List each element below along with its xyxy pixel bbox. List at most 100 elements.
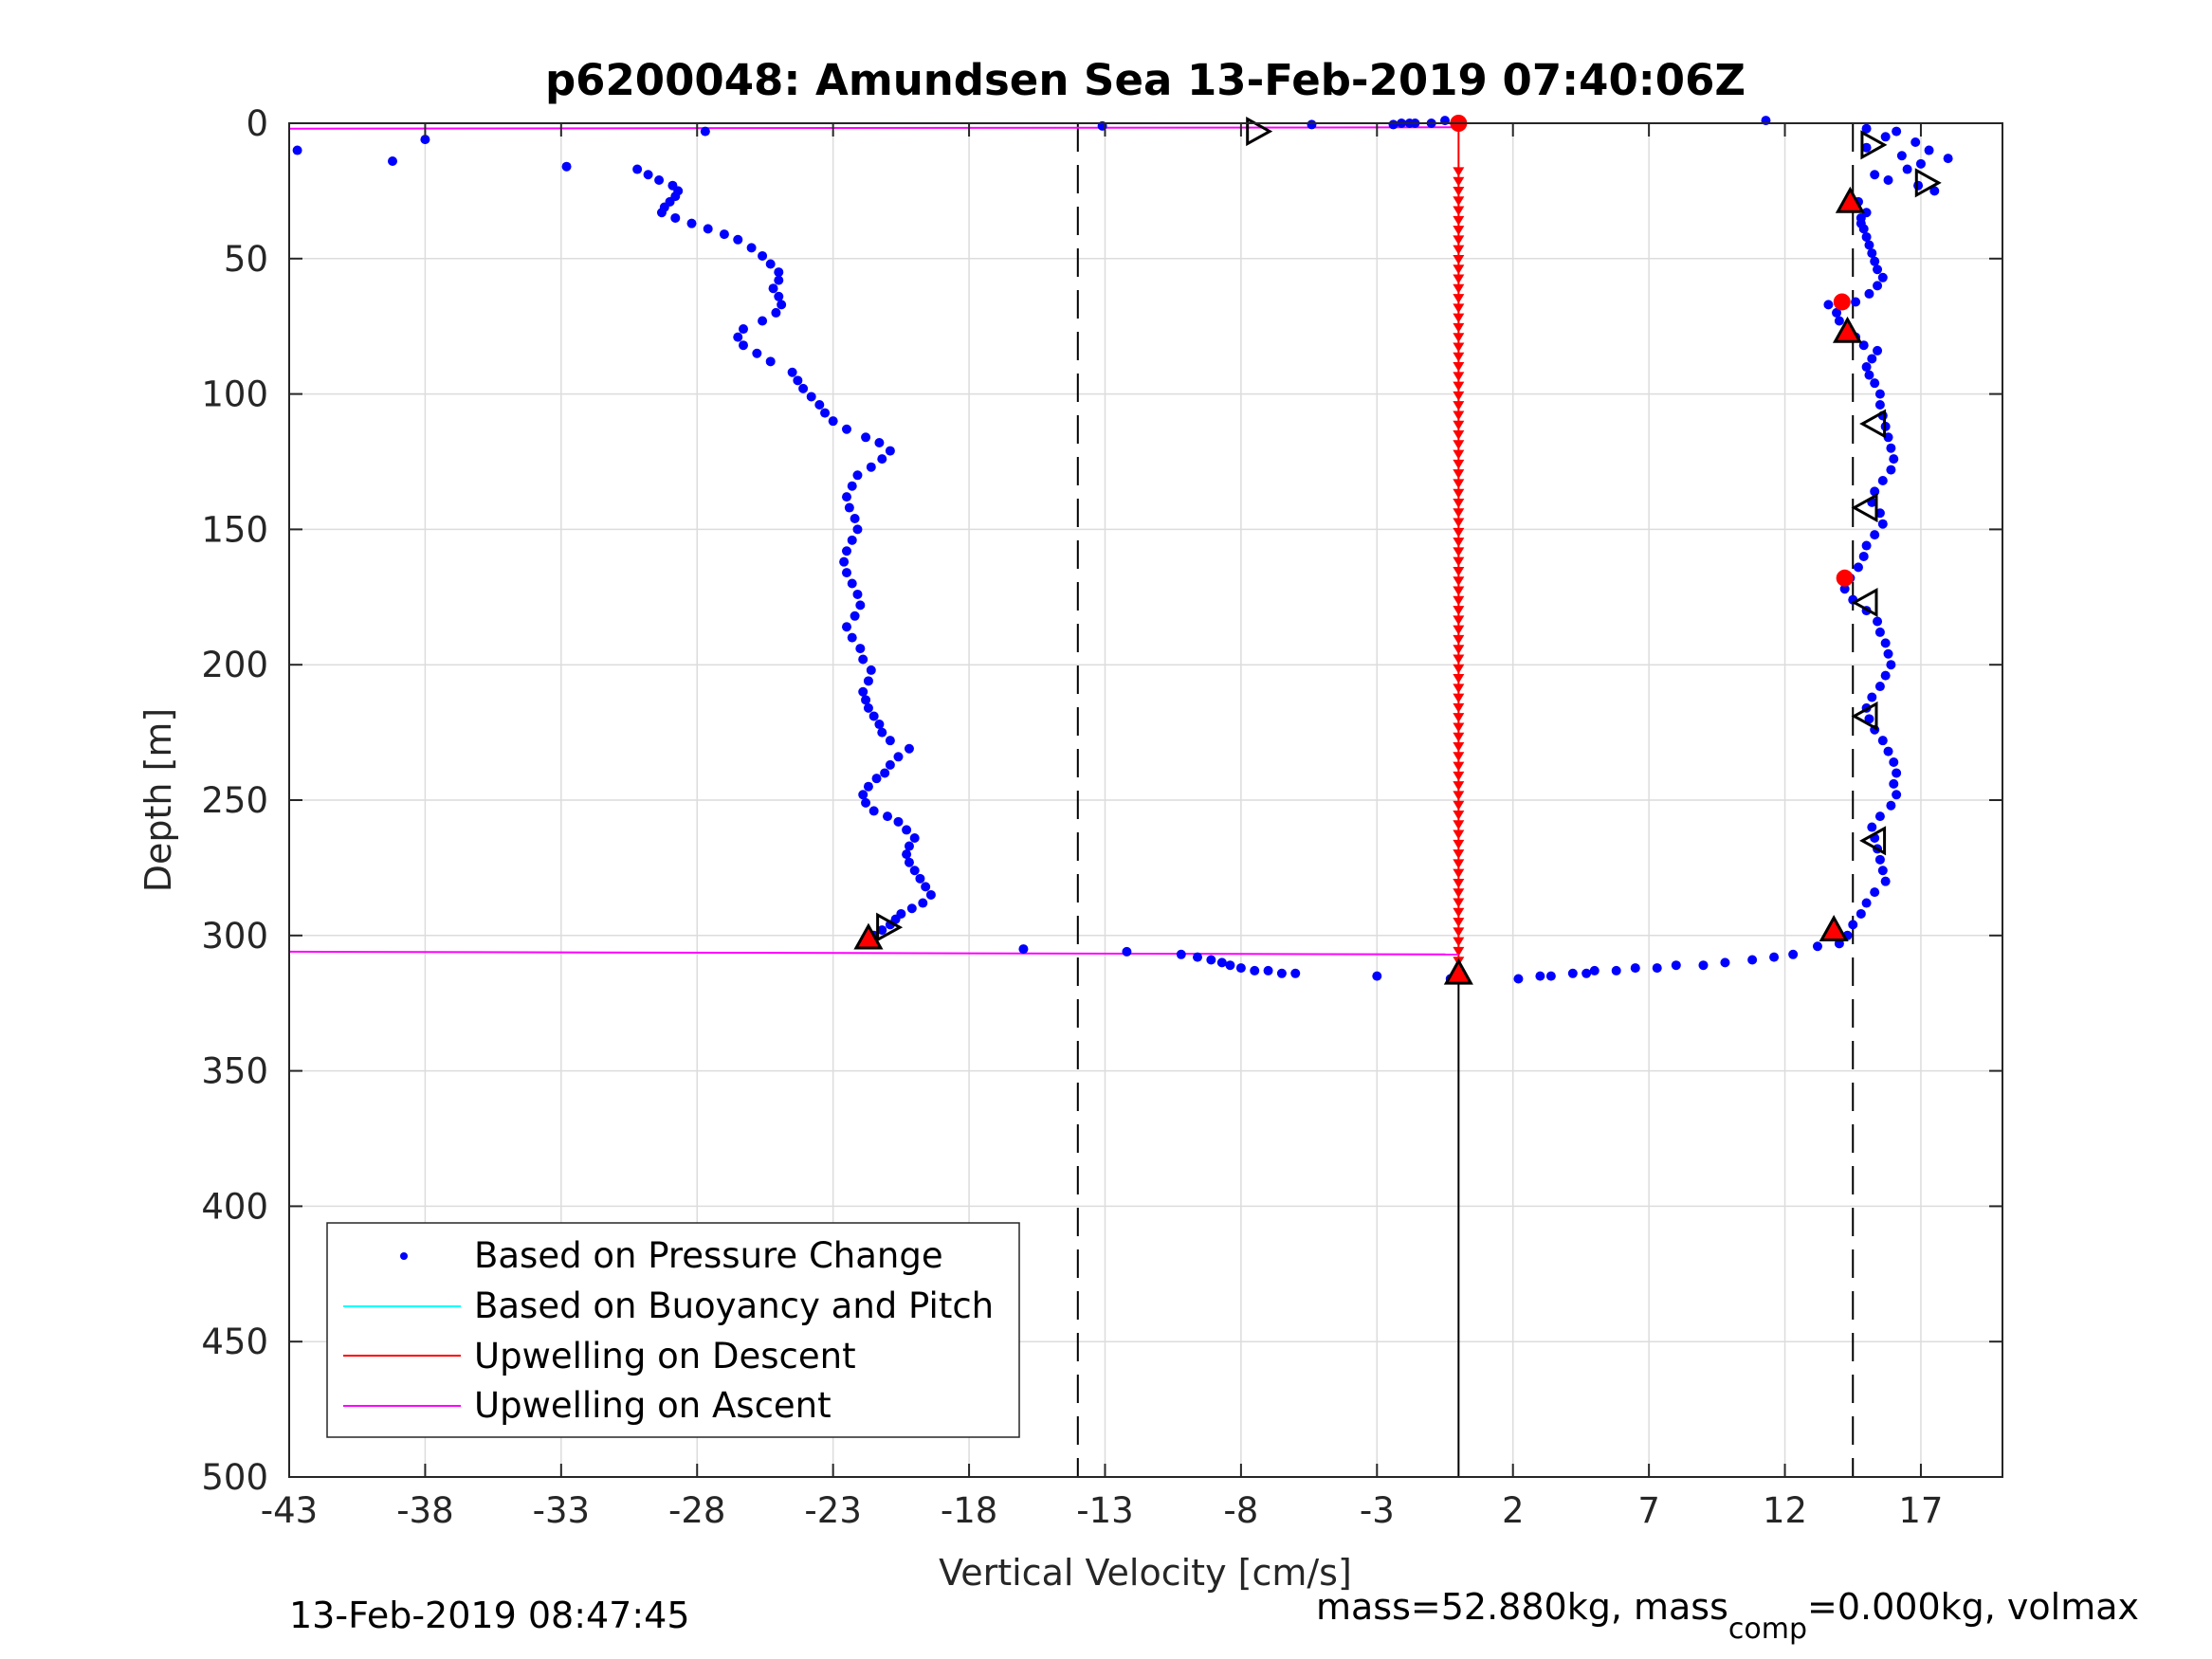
footer-mass: mass=52.880kg, masscomp=0.000kg, volmax [1316, 1586, 2139, 1646]
pressure-data-point [774, 275, 784, 285]
pressure-data-point [1889, 454, 1899, 465]
pressure-data-point [1873, 281, 1883, 291]
upwelling-descent-marker [1453, 761, 1465, 772]
pressure-data-point [738, 340, 748, 351]
pressure-data-point [925, 889, 936, 900]
triangle-marker [1860, 130, 1888, 160]
upwelling-descent-marker [1453, 303, 1465, 314]
y-tick-label: 450 [201, 1322, 268, 1362]
legend-label-ascent: Upwelling on Ascent [474, 1385, 832, 1426]
upwelling-descent-marker [1453, 488, 1465, 499]
upwelling-descent-marker [1453, 839, 1465, 849]
pressure-data-point [828, 416, 838, 427]
pressure-data-point [1924, 145, 1934, 155]
upwelling-descent-marker [1453, 186, 1465, 196]
pressure-data-point [885, 759, 895, 770]
pressure-data-point [670, 212, 681, 223]
footer-mass-text: mass=52.880kg, mass [1316, 1586, 1728, 1628]
pressure-data-point [1235, 963, 1246, 974]
pressure-data-point [1018, 944, 1029, 955]
upwelling-descent-marker [1453, 381, 1465, 392]
pressure-data-point [841, 492, 851, 502]
upwelling-descent-marker [1453, 430, 1465, 441]
pressure-data-point [686, 218, 697, 228]
pressure-data-point [863, 676, 873, 686]
pressure-data-point [1877, 475, 1888, 485]
upwelling-descent-marker [1453, 742, 1465, 753]
pressure-data-point [1870, 256, 1880, 266]
pressure-data-point [1873, 264, 1883, 275]
triangle-marker [1851, 493, 1878, 523]
pressure-data-point [654, 174, 665, 185]
upwelling-descent-marker [1453, 362, 1465, 373]
upwelling-descent-marker [1453, 556, 1465, 567]
pressure-data-point [1873, 616, 1883, 627]
triangle-marker [1859, 826, 1887, 856]
pressure-data-point [768, 283, 778, 294]
upwelling-descent-marker [1453, 469, 1465, 480]
pressure-data-point [1589, 965, 1600, 975]
x-tick-label: 2 [1502, 1490, 1525, 1531]
x-tick-label: -43 [261, 1490, 318, 1531]
upwelling-descent-marker [1453, 664, 1465, 674]
pressure-data-point [632, 164, 643, 174]
y-tick-label: 150 [201, 509, 268, 550]
triangle-marker [1819, 914, 1849, 941]
upwelling-descent-marker [1453, 800, 1465, 811]
pressure-data-point [841, 568, 851, 578]
pressure-data-point [1883, 746, 1893, 757]
pressure-data-point [1858, 224, 1869, 234]
pressure-data-point [1874, 682, 1885, 692]
pressure-data-point [906, 903, 917, 914]
pressure-data-point [733, 332, 743, 342]
pressure-data-point [861, 432, 871, 443]
upwelling-descent-marker [1453, 878, 1465, 888]
upwelling-descent-marker [1453, 440, 1465, 450]
pressure-data-point [909, 866, 920, 876]
red-dot-marker [1836, 569, 1854, 587]
upwelling-descent-marker [1453, 888, 1465, 899]
legend-label-buoyancy: Based on Buoyancy and Pitch [474, 1285, 994, 1326]
upwelling-descent-marker [1453, 752, 1465, 762]
pressure-data-point [765, 259, 776, 269]
pressure-data-point [1883, 648, 1893, 659]
legend-label-pressure: Based on Pressure Change [474, 1235, 943, 1276]
pressure-data-point [1864, 370, 1874, 380]
x-tick-label: -8 [1223, 1490, 1258, 1531]
pressure-data-point [863, 702, 873, 713]
triangle-marker [876, 912, 904, 942]
pressure-data-point [1832, 307, 1842, 318]
upwelling-descent-marker [1453, 449, 1465, 460]
pressure-data-point [918, 898, 928, 908]
upwelling-ascent-line [288, 950, 1459, 956]
pressure-data-point [1864, 288, 1874, 299]
pressure-data-point [863, 781, 873, 792]
triangle-marker [1851, 701, 1878, 732]
upwelling-descent-marker [1453, 781, 1465, 792]
pressure-data-point [1216, 957, 1227, 968]
upwelling-descent-marker [1453, 410, 1465, 421]
pressure-data-point [758, 250, 768, 261]
pressure-data-point [839, 556, 850, 567]
upwelling-descent-marker [1453, 401, 1465, 411]
upwelling-descent-marker [1453, 625, 1465, 635]
upwelling-descent-marker [1453, 791, 1465, 801]
y-tick-label: 50 [224, 239, 268, 280]
pressure-data-point [1915, 158, 1926, 169]
upwelling-descent-marker [1453, 606, 1465, 616]
y-tick-label: 400 [201, 1186, 268, 1227]
pressure-data-point [1870, 378, 1880, 389]
pressure-data-point [1513, 974, 1524, 984]
upwelling-descent-marker [1453, 684, 1465, 694]
x-tick-label: 12 [1763, 1490, 1807, 1531]
pressure-data-point [871, 774, 882, 784]
pressure-data-point [1176, 949, 1186, 959]
upwelling-ascent-line [288, 126, 1459, 130]
pressure-data-point [1769, 952, 1780, 962]
pressure-data-point [1567, 968, 1578, 978]
upwelling-descent-marker [1453, 342, 1465, 353]
pressure-data-point [868, 806, 879, 816]
upwelling-descent-marker [1453, 322, 1465, 333]
pressure-data-point [1535, 971, 1545, 981]
